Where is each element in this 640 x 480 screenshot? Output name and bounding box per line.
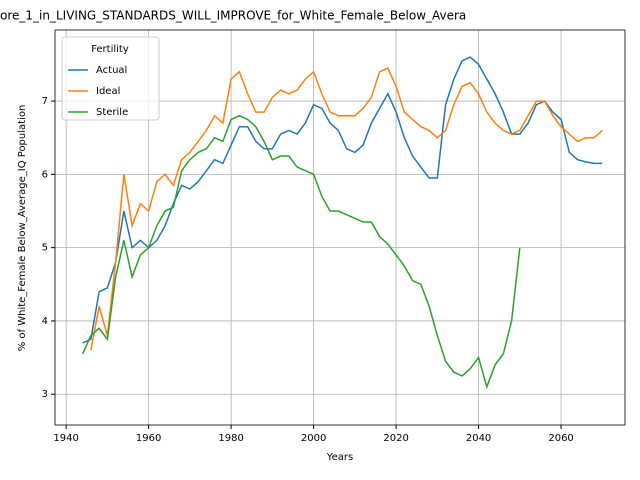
x-tick-label: 2000 [301, 433, 326, 444]
legend-box [61, 36, 160, 121]
y-tick-label: 6 [42, 169, 48, 180]
legend-label: Actual [96, 65, 127, 76]
x-axis-label: Years [326, 452, 353, 463]
chart-title: ore_1_in_LIVING_STANDARDS_WILL_IMPROVE_f… [0, 9, 466, 23]
x-tick-label: 1980 [218, 433, 243, 444]
x-tick-label: 1940 [53, 433, 78, 444]
x-tick-label: 2040 [466, 433, 491, 444]
x-tick-label: 2020 [383, 433, 408, 444]
line [82, 56, 603, 344]
y-tick-label: 3 [42, 389, 48, 400]
legend-title: Fertility [91, 44, 129, 55]
y-tick-label: 7 [42, 96, 48, 107]
plot-frame [54, 29, 626, 426]
y-tick-label: 4 [42, 316, 48, 327]
line [90, 67, 603, 351]
line [81, 114, 521, 390]
legend-label: Sterile [96, 107, 128, 118]
y-tick-label: 5 [42, 243, 48, 254]
legend-label: Ideal [96, 86, 120, 97]
y-axis-label: % of White_Female Below_Average_IQ Popul… [17, 105, 28, 352]
x-tick-label: 2060 [548, 433, 573, 444]
x-tick-label: 1960 [136, 433, 161, 444]
